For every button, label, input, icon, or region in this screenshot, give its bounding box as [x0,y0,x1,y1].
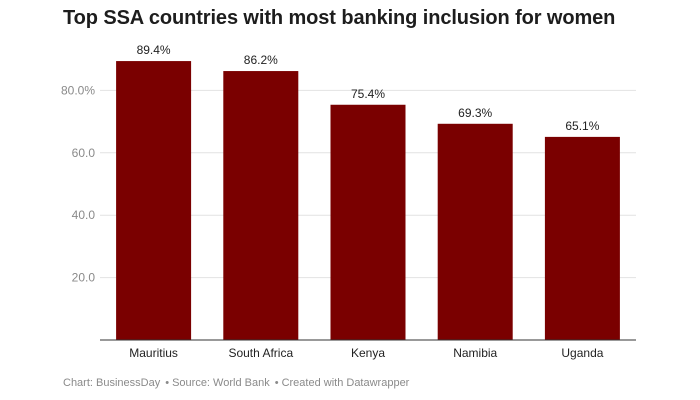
x-tick-label: Mauritius [129,346,178,360]
footer-separator: • [165,377,170,389]
y-tick-label: 80.0% [61,83,95,97]
source-text: Source: World Bank [172,377,270,389]
x-tick-label: Kenya [351,346,385,360]
chart-footer: Chart: BusinessDay • Source: World Bank • Cr… [63,377,409,389]
x-tick-label: South Africa [228,346,293,360]
footer-separator: • [274,377,279,389]
y-tick-label: 60.0 [72,146,96,160]
bar [223,71,299,340]
data-label: 89.4% [137,43,171,57]
x-tick-label: Namibia [453,346,497,360]
x-tick-label: Uganda [561,346,603,360]
bar [116,61,192,341]
bar [437,123,513,340]
y-tick-label: 20.0 [72,271,96,285]
data-label: 86.2% [244,53,278,67]
chart-credit: Chart: BusinessDay [63,377,161,389]
bar [544,136,620,340]
data-label: 75.4% [351,87,385,101]
data-label: 65.1% [565,119,599,133]
bar [330,104,406,340]
y-tick-label: 40.0 [72,208,96,222]
data-label: 69.3% [458,106,492,120]
created-with-text: Created with Datawrapper [281,377,410,389]
chart-title: Top SSA countries with most banking incl… [63,7,616,29]
